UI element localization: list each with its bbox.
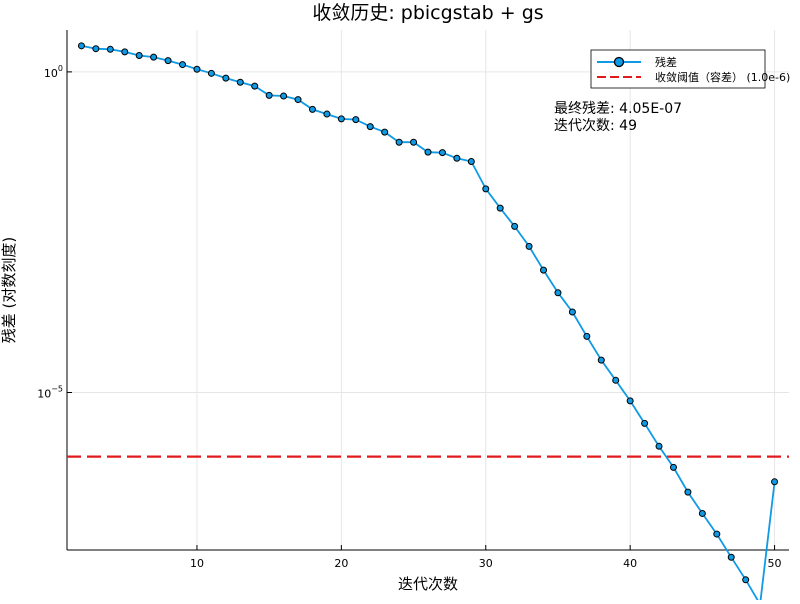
legend-label-residual: 残差 <box>655 55 677 69</box>
y-tick-label: 10−5 <box>37 385 63 401</box>
residual-point <box>280 92 288 100</box>
residual-point <box>135 52 143 60</box>
residual-point <box>771 478 779 486</box>
residual-point <box>641 419 649 427</box>
residual-point <box>92 45 100 53</box>
residual-point <box>150 53 158 61</box>
residual-point <box>121 48 129 56</box>
residual-point <box>568 308 576 316</box>
annotation-final-residual: 最终残差: 4.05E-07 <box>554 101 682 117</box>
residual-point <box>438 149 446 157</box>
residual-point <box>453 154 461 162</box>
residual-point <box>583 332 591 340</box>
residual-point <box>381 128 389 136</box>
residual-point <box>496 204 504 212</box>
residual-point <box>222 74 230 82</box>
residual-point <box>395 138 403 146</box>
residual-point <box>323 110 331 118</box>
residual-point <box>207 69 215 77</box>
residual-point <box>554 289 562 297</box>
series-layer <box>67 42 789 604</box>
residual-point <box>424 148 432 156</box>
legend-swatch-residual-marker <box>613 56 625 68</box>
residual-point <box>597 356 605 364</box>
residual-point <box>265 91 273 99</box>
residual-point <box>106 45 114 53</box>
residual-point <box>337 115 345 123</box>
residual-point <box>308 105 316 113</box>
residual-point <box>655 442 663 450</box>
residual-point <box>698 509 706 517</box>
residual-point <box>294 96 302 104</box>
residual-point <box>669 463 677 471</box>
x-tick-label: 10 <box>190 557 204 570</box>
residual-point <box>352 116 360 124</box>
residual-point <box>742 576 750 584</box>
residual-point <box>179 61 187 69</box>
residual-point <box>511 222 519 230</box>
y-axis-title: 残差 (对数刻度) <box>0 237 18 343</box>
residual-point <box>525 242 533 250</box>
residual-point <box>626 397 634 405</box>
x-axis-title: 迭代次数 <box>398 575 458 593</box>
x-tick-label: 20 <box>334 557 348 570</box>
y-tick-label: 100 <box>44 64 63 80</box>
residual-point <box>482 185 490 193</box>
annotation-iteration-count: 迭代次数: 49 <box>554 118 637 134</box>
residual-point <box>727 553 735 561</box>
residual-point <box>467 158 475 166</box>
residual-point <box>684 488 692 496</box>
x-tick-label: 30 <box>479 557 493 570</box>
residual-point <box>193 65 201 73</box>
residual-point <box>540 266 548 274</box>
chart-title: 收敛历史: pbicgstab + gs <box>312 2 543 24</box>
residual-point <box>251 82 259 90</box>
residual-point <box>612 376 620 384</box>
x-tick-label: 50 <box>768 557 782 570</box>
axis-ticks: 10 20 30 40 50 100 10−5 <box>37 64 781 570</box>
residual-point <box>713 530 721 538</box>
residual-point <box>236 78 244 86</box>
legend-label-threshold: 收敛阈值（容差） (1.0e-6) <box>655 70 790 84</box>
residual-point <box>164 57 172 65</box>
legend-box <box>590 49 766 89</box>
x-tick-label: 40 <box>623 557 637 570</box>
residual-point <box>410 138 418 146</box>
residual-point <box>366 123 374 131</box>
residual-point <box>77 42 85 50</box>
